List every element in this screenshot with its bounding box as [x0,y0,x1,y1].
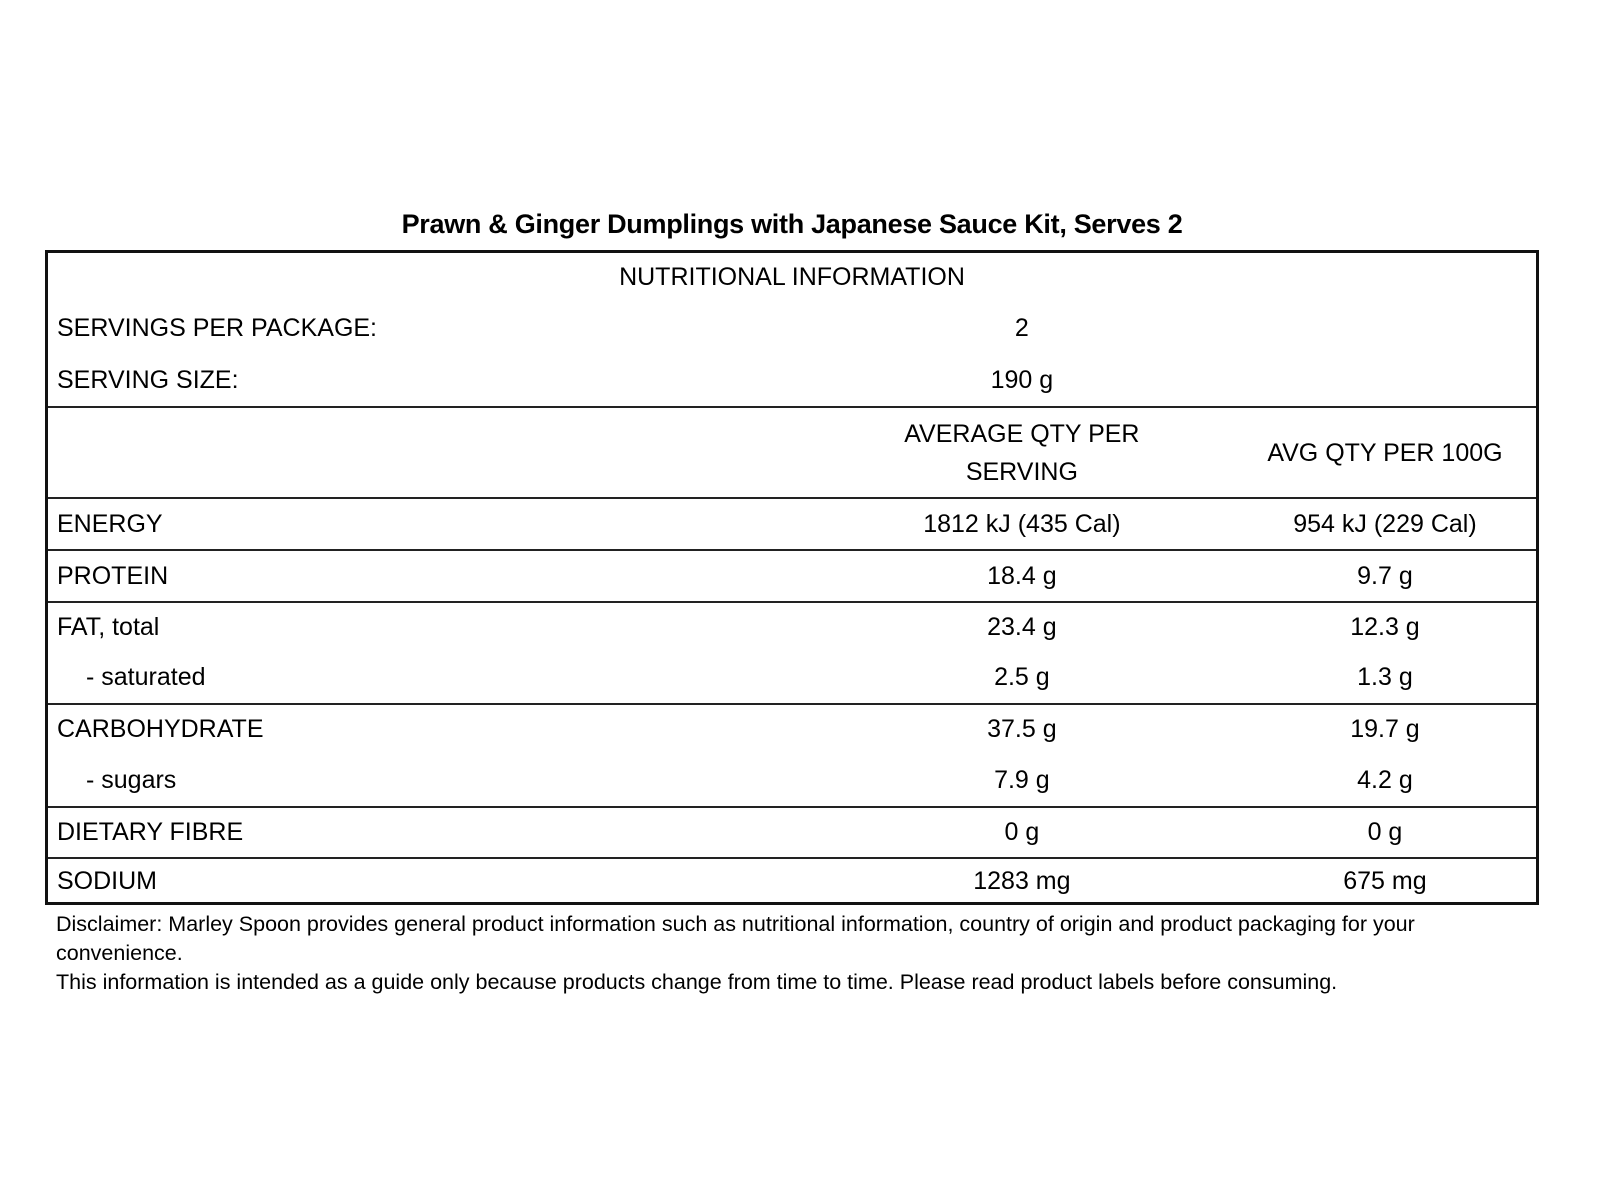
nutrition-table: NUTRITIONAL INFORMATION SERVINGS PER PAC… [45,250,1539,905]
row-value-per-100g: 0 g [1367,818,1403,846]
table-row-sodium: SODIUM 1283 mg 675 mg [48,857,1536,904]
table-row-dietary-fibre: DIETARY FIBRE 0 g 0 g [48,806,1536,857]
row-value-per-100g: 954 kJ (229 Cal) [1293,509,1477,538]
row-value-per-serving: 37.5 g [987,715,1057,743]
serving-size-label: SERVING SIZE: [57,365,239,394]
row-value-per-100g: 9.7 g [1357,561,1413,590]
servings-per-package-row: SERVINGS PER PACKAGE: 2 [48,302,1536,354]
table-row-carbohydrate: CARBOHYDRATE 37.5 g 19.7 g [48,703,1536,754]
table-row-saturated-fat: - saturated 2.5 g 1.3 g [48,652,1536,703]
table-row-sugars: - sugars 7.9 g 4.2 g [48,754,1536,806]
column-header-row: AVERAGE QTY PER SERVING AVG QTY PER 100G [48,406,1536,497]
row-value-per-serving: 1812 kJ (435 Cal) [923,509,1121,538]
table-row-energy: ENERGY 1812 kJ (435 Cal) 954 kJ (229 Cal… [48,497,1536,549]
disclaimer-line-1: Disclaimer: Marley Spoon provides genera… [56,912,1415,965]
row-label: PROTEIN [57,561,169,590]
column-header-per-serving: AVERAGE QTY PER SERVING [904,419,1140,486]
serving-size-value: 190 g [990,365,1054,394]
row-value-per-100g: 1.3 g [1357,663,1413,691]
row-value-per-100g: 12.3 g [1350,613,1420,641]
row-value-per-100g: 675 mg [1343,867,1427,895]
table-row-protein: PROTEIN 18.4 g 9.7 g [48,549,1536,601]
row-label: ENERGY [57,509,163,538]
disclaimer-line-2: This information is intended as a guide … [56,970,1338,994]
row-label: SODIUM [57,867,157,895]
row-label: DIETARY FIBRE [57,818,244,846]
row-value-per-serving: 1283 mg [973,867,1071,895]
disclaimer-text: Disclaimer: Marley Spoon provides genera… [56,910,1546,997]
table-title: NUTRITIONAL INFORMATION [619,263,965,291]
row-value-per-serving: 7.9 g [994,765,1050,794]
table-row-fat-total: FAT, total 23.4 g 12.3 g [48,601,1536,652]
servings-per-package-label: SERVINGS PER PACKAGE: [57,313,378,342]
row-value-per-serving: 0 g [1004,818,1040,846]
column-header-per-100g: AVG QTY PER 100G [1267,438,1503,467]
row-value-per-serving: 23.4 g [987,613,1057,641]
row-label: - sugars [86,765,177,794]
servings-per-package-value: 2 [1014,313,1029,342]
row-label: FAT, total [57,613,160,641]
row-value-per-serving: 18.4 g [987,561,1057,590]
row-value-per-serving: 2.5 g [994,663,1050,691]
table-title-row: NUTRITIONAL INFORMATION [48,253,1536,302]
row-label: CARBOHYDRATE [57,715,264,743]
row-label: - saturated [86,663,206,691]
row-value-per-100g: 19.7 g [1350,715,1420,743]
row-value-per-100g: 4.2 g [1357,765,1413,794]
serving-size-row: SERVING SIZE: 190 g [48,354,1536,406]
product-title: Prawn & Ginger Dumplings with Japanese S… [401,209,1183,239]
